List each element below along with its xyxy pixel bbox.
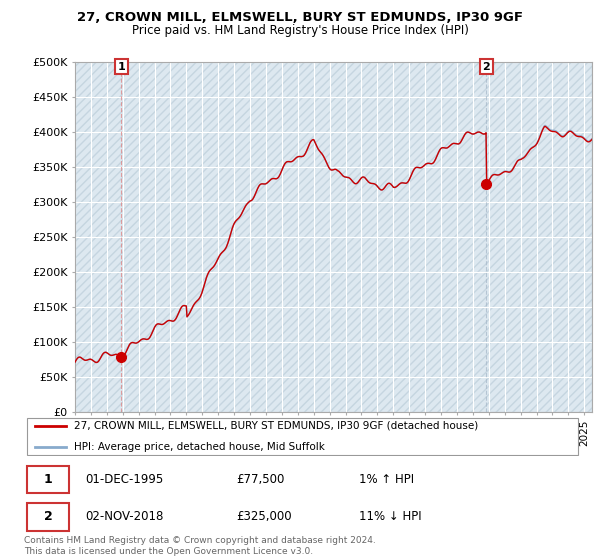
Text: 1: 1 <box>118 62 125 72</box>
Text: Price paid vs. HM Land Registry's House Price Index (HPI): Price paid vs. HM Land Registry's House … <box>131 24 469 36</box>
Text: 2: 2 <box>482 62 490 72</box>
Text: 1: 1 <box>44 473 52 486</box>
FancyBboxPatch shape <box>27 503 68 530</box>
FancyBboxPatch shape <box>27 466 68 493</box>
Text: 1% ↑ HPI: 1% ↑ HPI <box>359 473 414 486</box>
Text: 2: 2 <box>44 510 52 524</box>
Text: 02-NOV-2018: 02-NOV-2018 <box>85 510 164 524</box>
Text: 11% ↓ HPI: 11% ↓ HPI <box>359 510 421 524</box>
Text: Contains HM Land Registry data © Crown copyright and database right 2024.
This d: Contains HM Land Registry data © Crown c… <box>24 536 376 556</box>
FancyBboxPatch shape <box>27 418 578 455</box>
Text: 01-DEC-1995: 01-DEC-1995 <box>85 473 164 486</box>
Text: £77,500: £77,500 <box>236 473 284 486</box>
Text: 27, CROWN MILL, ELMSWELL, BURY ST EDMUNDS, IP30 9GF (detached house): 27, CROWN MILL, ELMSWELL, BURY ST EDMUND… <box>74 421 478 431</box>
Text: £325,000: £325,000 <box>236 510 292 524</box>
Text: HPI: Average price, detached house, Mid Suffolk: HPI: Average price, detached house, Mid … <box>74 442 325 452</box>
Text: 27, CROWN MILL, ELMSWELL, BURY ST EDMUNDS, IP30 9GF: 27, CROWN MILL, ELMSWELL, BURY ST EDMUND… <box>77 11 523 24</box>
